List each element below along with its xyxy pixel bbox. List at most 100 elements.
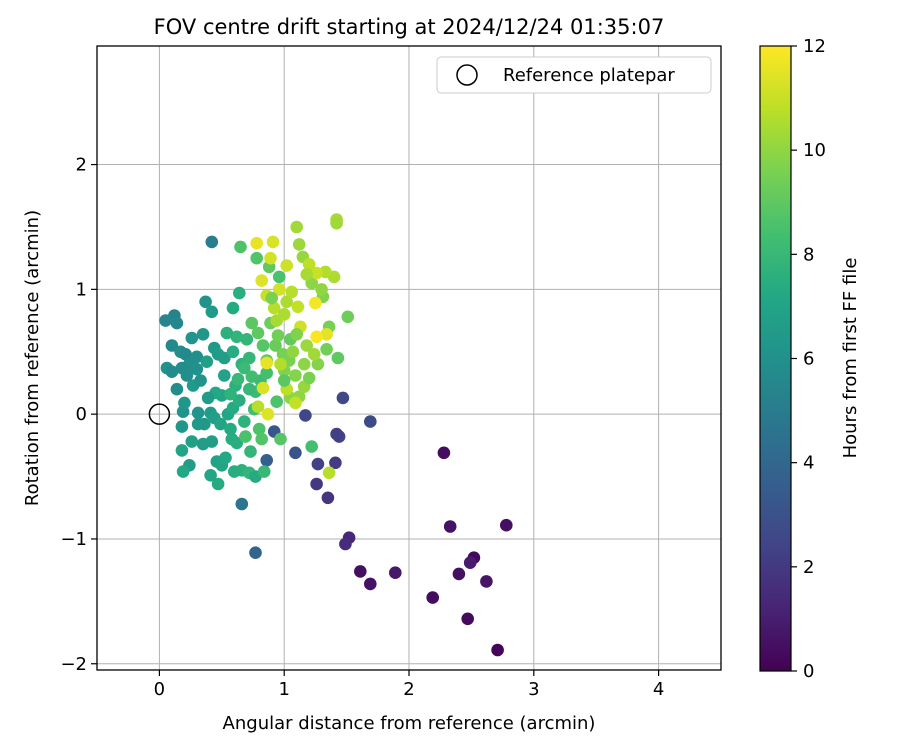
data-point [205, 435, 219, 448]
data-point [330, 216, 343, 230]
data-point [191, 406, 205, 420]
data-point [272, 270, 286, 284]
legend[interactable]: Reference platepar [436, 56, 712, 94]
data-point [289, 396, 302, 410]
data-point [266, 235, 280, 249]
data-point [251, 326, 265, 340]
data-point [289, 369, 302, 382]
data-point [290, 220, 304, 234]
data-point [272, 283, 286, 296]
data-point [491, 643, 504, 657]
chart-title: FOV centre drift starting at 2024/12/24 … [154, 15, 665, 39]
y-tick-label: −1 [60, 529, 87, 550]
data-point [179, 348, 192, 361]
data-point [233, 394, 246, 407]
data-point [286, 345, 300, 359]
colorbar-tick-label: 6 [803, 349, 814, 370]
data-point [271, 329, 285, 342]
data-point [234, 240, 247, 254]
data-point [224, 387, 237, 401]
data-point [299, 409, 312, 422]
x-tick-label: 3 [528, 679, 539, 700]
x-tick-label: 4 [653, 679, 664, 700]
data-point [260, 356, 274, 370]
data-point [280, 295, 294, 309]
data-point [238, 415, 251, 428]
y-tick-label: 1 [76, 279, 87, 300]
y-axis-ticks: −2 −1 0 1 2 [60, 155, 97, 675]
colorbar-tick-label: 4 [803, 453, 814, 474]
data-point [196, 328, 210, 341]
data-point [264, 251, 277, 265]
colorbar: 0 2 4 6 8 10 12 Hours from first FF file [759, 36, 861, 682]
data-point [245, 316, 259, 330]
reference-point-group [148, 403, 171, 425]
data-point [309, 296, 322, 310]
data-point [277, 374, 291, 387]
legend-marker-reference [456, 64, 478, 86]
data-point [452, 567, 466, 581]
colorbar-tick-label: 8 [803, 244, 814, 265]
y-axis-label: Rotation from reference (arcmin) [22, 210, 43, 506]
colorbar-tick-label: 0 [803, 661, 814, 682]
data-point [269, 339, 282, 352]
data-point [270, 395, 284, 409]
data-point [226, 345, 240, 359]
data-point [331, 351, 345, 365]
data-point [255, 432, 268, 446]
data-point [191, 417, 205, 431]
data-point [250, 236, 263, 250]
data-point [228, 465, 241, 478]
data-point [256, 339, 270, 352]
data-point [205, 305, 219, 319]
data-point [204, 469, 217, 482]
data-point [292, 238, 306, 251]
data-point [211, 477, 225, 491]
data-point [307, 348, 321, 361]
data-point [175, 444, 189, 457]
x-axis-label: Angular distance from reference (arcmin) [223, 713, 596, 734]
data-point [239, 430, 252, 443]
data-point [300, 268, 314, 281]
data-point [249, 546, 262, 559]
data-point [252, 422, 266, 436]
data-point [256, 381, 270, 395]
data-point [289, 446, 302, 460]
data-point [310, 477, 323, 491]
data-point [251, 400, 265, 414]
data-point [300, 339, 314, 352]
data-point [205, 235, 219, 249]
data-point [315, 283, 328, 296]
data-point [185, 331, 199, 345]
colorbar-label: Hours from first FF file [840, 258, 861, 459]
data-point [220, 326, 234, 340]
data-point [175, 420, 189, 433]
data-point [178, 396, 191, 410]
data-point [238, 361, 251, 375]
data-point [274, 432, 287, 446]
data-point [364, 415, 377, 428]
colorbar-tick-label: 10 [803, 140, 826, 161]
data-point [240, 333, 254, 346]
data-point [243, 382, 256, 396]
data-point [320, 328, 333, 341]
x-axis-ticks: 0 1 2 3 4 [154, 670, 664, 700]
reference-platepar-marker [148, 403, 171, 425]
data-point [219, 451, 232, 465]
colorbar-ticks: 0 2 4 6 8 10 12 [791, 36, 826, 682]
data-point [260, 366, 274, 380]
y-tick-label: 0 [76, 404, 87, 425]
data-point [255, 274, 268, 287]
data-point [176, 465, 190, 478]
data-point [305, 440, 319, 453]
data-point [165, 339, 179, 352]
data-point [330, 427, 343, 441]
data-point [297, 357, 311, 371]
data-point [426, 591, 440, 604]
data-point [159, 314, 172, 327]
data-point [364, 577, 377, 591]
data-point [231, 372, 245, 386]
data-point [437, 446, 451, 460]
data-point [329, 456, 342, 470]
data-point [243, 351, 256, 365]
